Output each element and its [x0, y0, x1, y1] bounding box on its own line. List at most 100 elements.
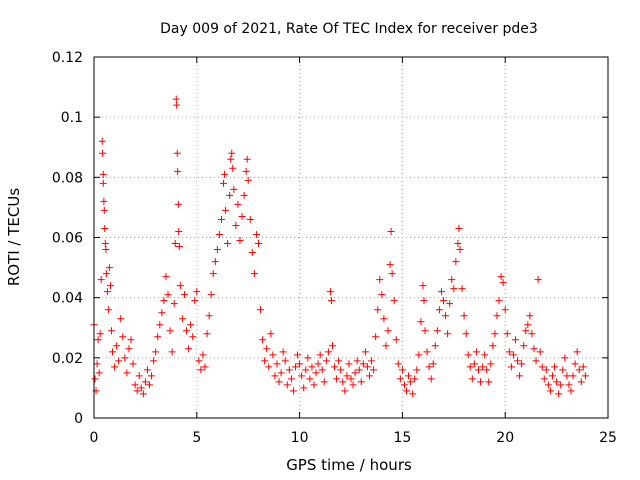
data-point	[259, 336, 267, 344]
data-point	[234, 200, 242, 208]
data-point	[93, 360, 101, 368]
data-point	[164, 291, 172, 299]
data-point	[263, 345, 271, 353]
data-point	[106, 282, 114, 290]
data-point	[135, 372, 143, 380]
data-point	[220, 179, 228, 187]
data-point	[314, 360, 322, 368]
data-point	[275, 378, 283, 386]
x-tick-label: 0	[90, 430, 99, 446]
data-point	[242, 167, 250, 175]
data-point	[538, 363, 546, 371]
data-point	[166, 327, 174, 335]
data-point	[561, 354, 569, 362]
data-point	[353, 357, 361, 365]
data-point	[102, 270, 110, 278]
data-point	[217, 215, 225, 223]
data-point	[101, 224, 109, 232]
data-point	[347, 375, 355, 383]
data-point	[520, 342, 528, 350]
data-point	[97, 276, 105, 284]
data-point	[197, 366, 205, 374]
x-tick-label: 5	[192, 430, 201, 446]
data-point	[285, 366, 293, 374]
data-point	[483, 366, 491, 374]
data-point	[230, 185, 238, 193]
data-point	[174, 167, 182, 175]
data-point	[544, 381, 552, 389]
data-point	[158, 309, 166, 317]
data-point	[345, 360, 353, 368]
data-point	[269, 351, 277, 359]
data-point	[129, 360, 137, 368]
data-point	[154, 333, 162, 341]
data-point	[470, 360, 478, 368]
y-tick-label: 0	[74, 411, 83, 427]
data-point	[171, 240, 179, 248]
data-point	[207, 291, 215, 299]
data-point	[185, 345, 193, 353]
data-point	[380, 315, 388, 323]
data-point	[187, 321, 195, 329]
data-point	[437, 288, 445, 296]
data-point	[339, 378, 347, 386]
data-point	[553, 378, 561, 386]
data-point	[411, 375, 419, 383]
data-point	[571, 360, 579, 368]
data-point	[433, 327, 441, 335]
data-point	[277, 369, 285, 377]
data-points	[90, 95, 589, 398]
data-point	[189, 333, 197, 341]
data-point	[146, 381, 154, 389]
data-point	[105, 264, 113, 272]
data-point	[501, 306, 509, 314]
data-point	[431, 342, 439, 350]
data-point	[403, 387, 411, 395]
data-point	[296, 360, 304, 368]
data-point	[91, 375, 99, 383]
data-point	[522, 327, 530, 335]
data-point	[456, 246, 464, 254]
data-point	[361, 348, 369, 356]
data-point	[99, 179, 107, 187]
data-point	[173, 149, 181, 157]
data-point	[497, 273, 505, 281]
data-point	[392, 336, 400, 344]
data-point	[464, 351, 472, 359]
data-point	[240, 191, 248, 199]
data-point	[205, 312, 213, 320]
data-point	[271, 372, 279, 380]
data-point	[487, 360, 495, 368]
data-point	[326, 288, 334, 296]
chart-title: Day 009 of 2021, Rate Of TEC Index for r…	[160, 21, 538, 37]
data-point	[386, 261, 394, 269]
data-point	[199, 351, 207, 359]
data-point	[359, 360, 367, 368]
data-point	[227, 155, 235, 163]
data-point	[291, 363, 299, 371]
data-point	[509, 351, 517, 359]
data-point	[505, 348, 513, 356]
data-point	[333, 375, 341, 383]
data-point	[175, 227, 183, 235]
data-point	[388, 270, 396, 278]
x-tick-labels: 0 5 10 15 20 25	[90, 430, 617, 446]
x-tick-label: 15	[393, 430, 411, 446]
data-point	[150, 357, 158, 365]
data-point	[499, 279, 507, 287]
data-point	[448, 276, 456, 284]
data-point	[577, 378, 585, 386]
data-point	[390, 297, 398, 305]
data-point	[503, 330, 511, 338]
data-point	[518, 360, 526, 368]
data-point	[563, 372, 571, 380]
data-point	[101, 240, 109, 248]
data-point	[546, 387, 554, 395]
data-point	[273, 360, 281, 368]
data-point	[425, 363, 433, 371]
data-point	[265, 363, 273, 371]
data-point	[542, 366, 550, 374]
data-point	[567, 387, 575, 395]
data-point	[419, 282, 427, 290]
data-point	[168, 348, 176, 356]
